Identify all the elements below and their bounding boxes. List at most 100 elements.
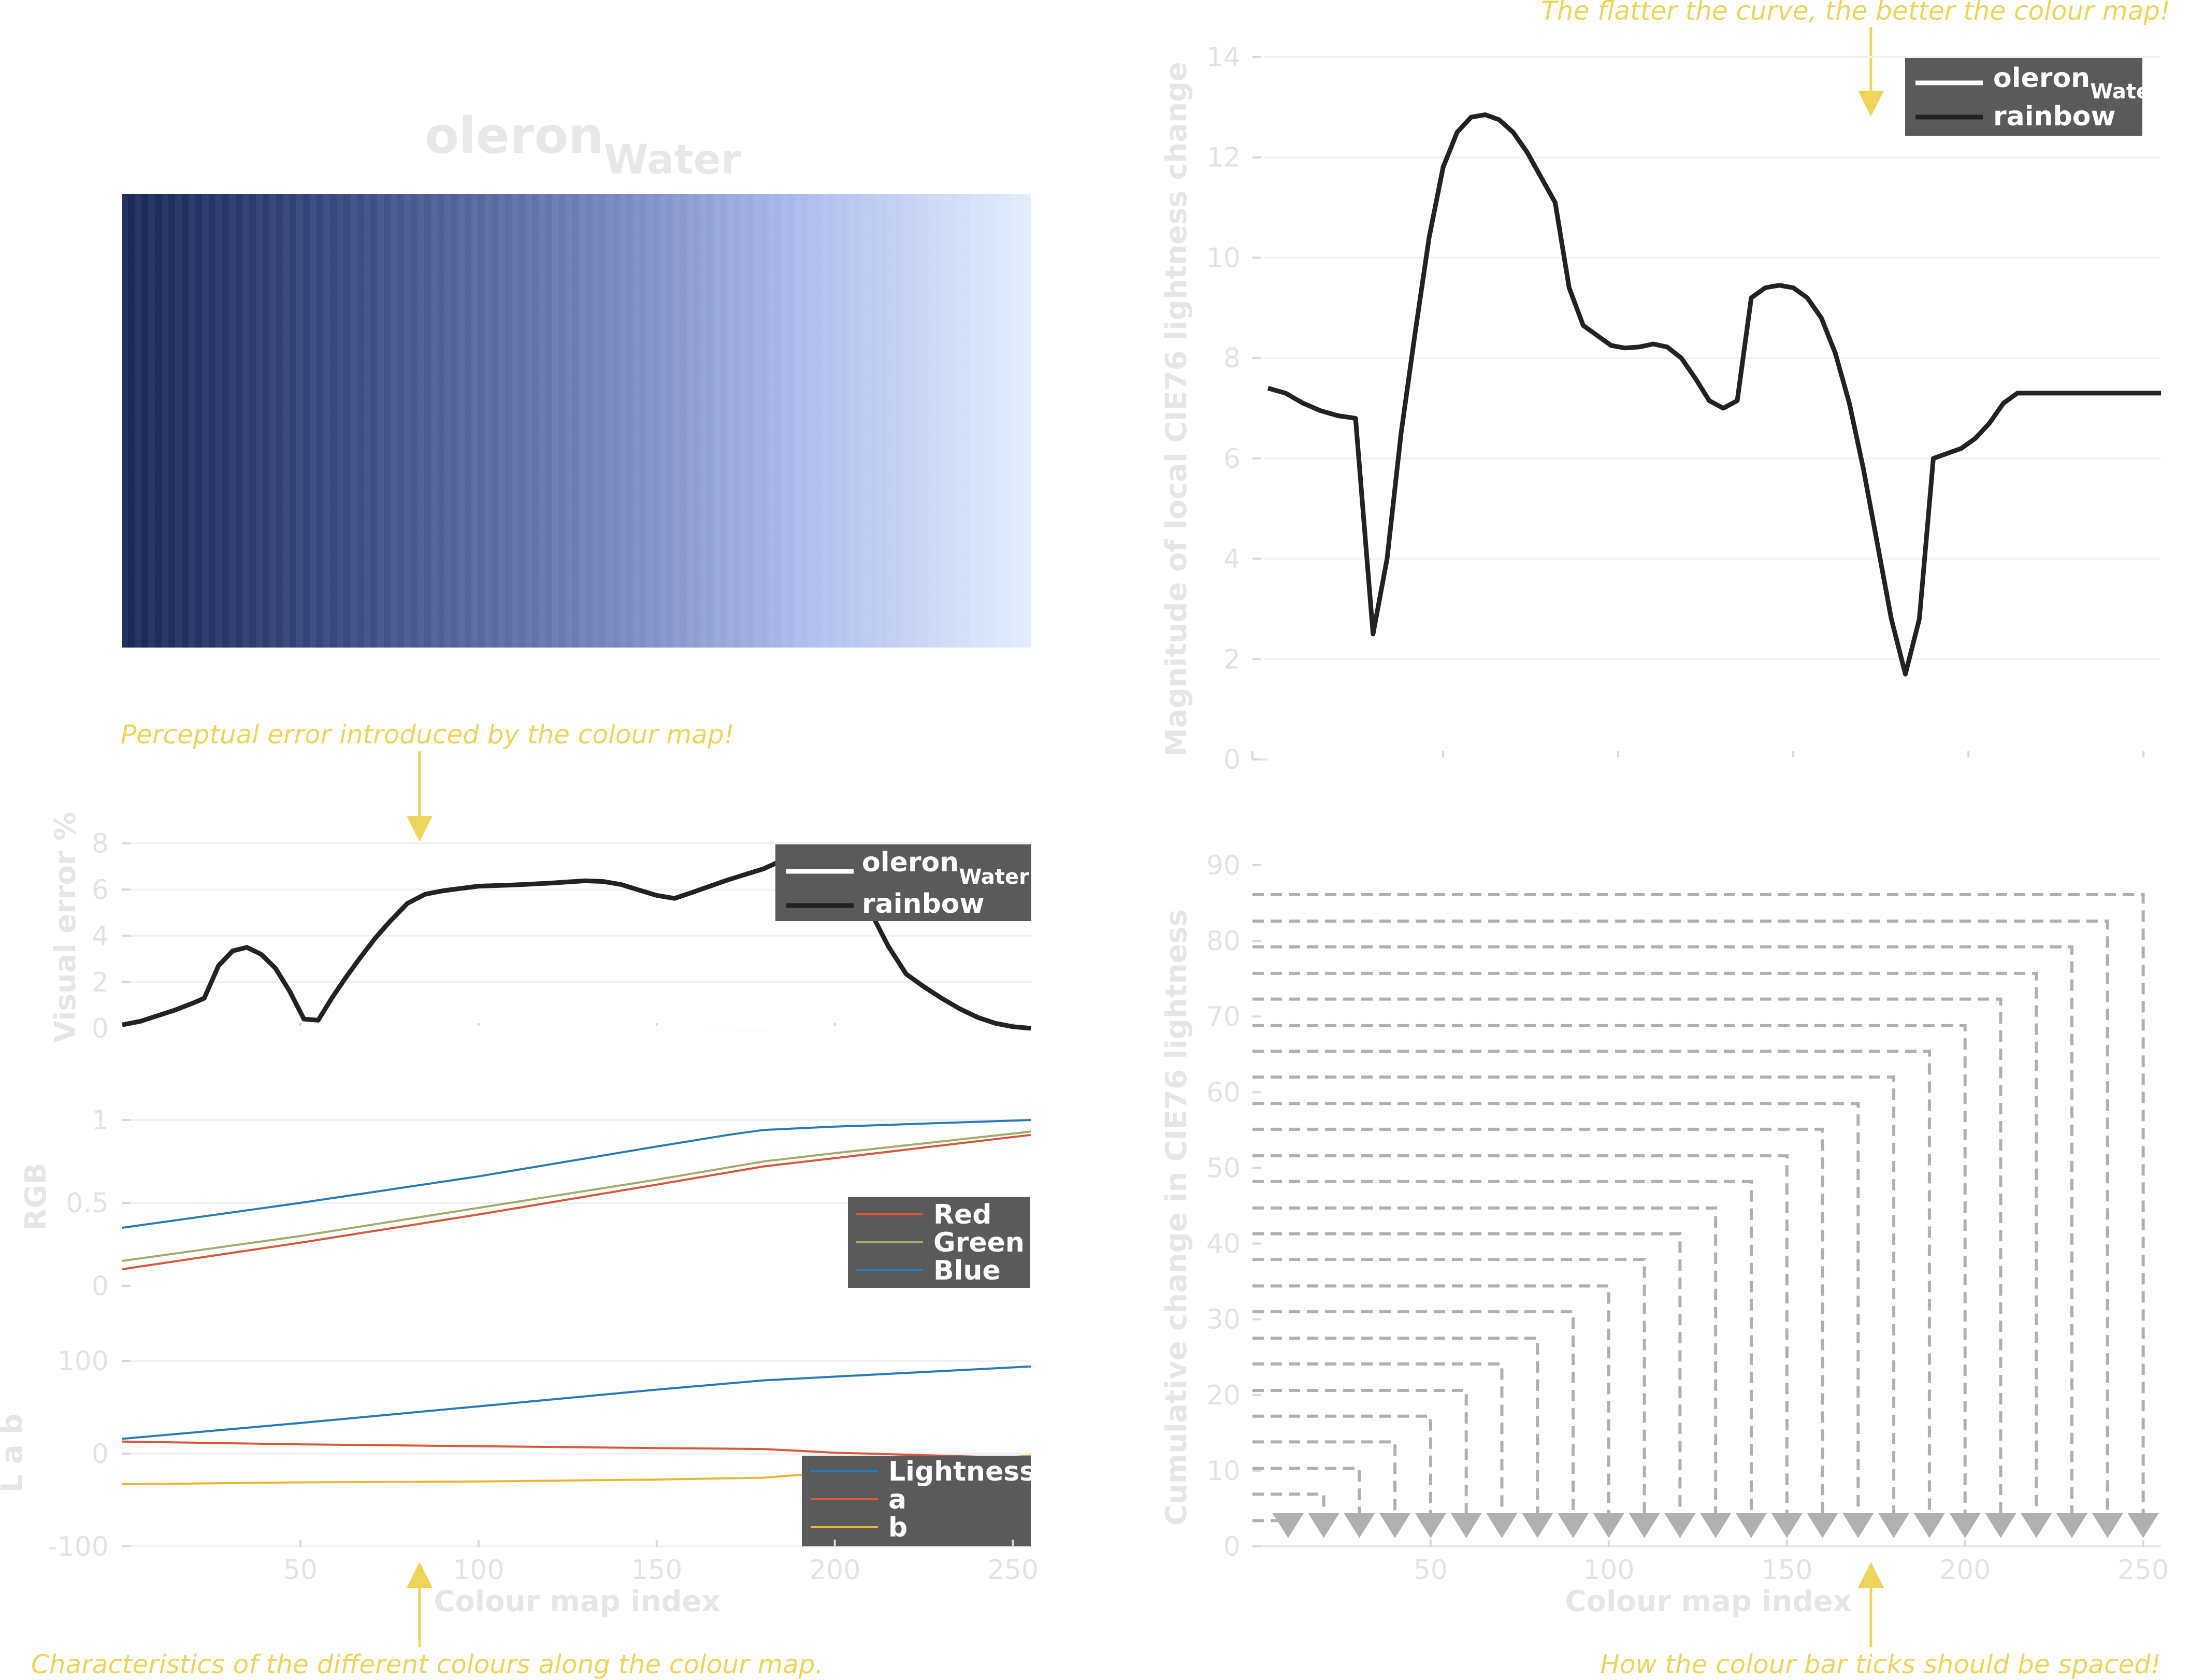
- tick-spacing-line: [1252, 1414, 1446, 1538]
- tick-spacing-line: [1252, 1154, 1803, 1538]
- tick-spacing-line: [1252, 1232, 1696, 1538]
- annotation-bottom-right: How the colour bar ticks should be space…: [1600, 1562, 2161, 1679]
- tick-spacing-line: [1252, 1102, 1874, 1538]
- y-tick-label: 6: [1223, 443, 1241, 475]
- lab-ylabel: L a b: [0, 1414, 29, 1493]
- tick-spacing-line: [1252, 1024, 1981, 1538]
- y-tick-label: 0.5: [66, 1188, 109, 1219]
- tick-spacing-line: [1252, 1492, 1339, 1538]
- tick-spacing-line: [1252, 1206, 1732, 1538]
- y-tick-label: 70: [1206, 1001, 1241, 1032]
- legend-label-b: b: [888, 1512, 907, 1543]
- series-line-Red: [122, 1133, 1031, 1270]
- rgb-ylabel: RGB: [19, 1162, 53, 1231]
- svg-text:Characteristics of the differe: Characteristics of the different colours…: [31, 1649, 824, 1679]
- x-tick-label: 200: [1939, 1555, 1991, 1586]
- tick-spacing-line: [1252, 997, 2016, 1538]
- series-line-rainbow: [122, 854, 1031, 1031]
- visual-error-ylabel: Visual error %: [49, 812, 82, 1043]
- y-tick-label: 6: [92, 874, 109, 906]
- tick-spacing-line: [1252, 1337, 1553, 1538]
- y-tick-label: 60: [1206, 1077, 1241, 1108]
- svg-text:How the colour bar ticks shoul: How the colour bar ticks should be space…: [1600, 1649, 2161, 1679]
- y-tick-label: 8: [1223, 343, 1241, 374]
- colormap-title: oleronWater: [425, 107, 741, 183]
- y-tick-label: 10: [1206, 1456, 1241, 1487]
- annotation-top-right: The flatter the curve, the better the co…: [1541, 0, 2170, 117]
- x-tick-label: 250: [987, 1555, 1039, 1586]
- y-tick-label: 0: [1223, 744, 1241, 776]
- y-tick-label: -100: [48, 1531, 109, 1562]
- x-tick-label: 100: [1583, 1555, 1634, 1586]
- left-xlabel: Colour map index: [434, 1585, 720, 1618]
- y-tick-label: 1: [92, 1105, 109, 1136]
- x-tick-label: 100: [453, 1555, 504, 1586]
- annotation-mid-left: Perceptual error introduced by the colou…: [121, 720, 734, 842]
- series-line-Green: [122, 1130, 1031, 1262]
- x-tick-label: 50: [283, 1555, 318, 1586]
- cumulative-ylabel: Cumulative change in CIE76 lightness: [1160, 909, 1193, 1526]
- annotation-bottom-left: Characteristics of the different colours…: [31, 1562, 824, 1679]
- tick-spacing-line: [1252, 1467, 1375, 1538]
- y-tick-label: 0: [92, 1013, 109, 1044]
- tick-spacing-line: [1252, 920, 2123, 1538]
- y-tick-label: 14: [1206, 42, 1241, 73]
- legend-label-rainbow: rainbow: [1993, 101, 2116, 132]
- tick-spacing-line: [1252, 1050, 1945, 1538]
- y-tick-label: 0: [1223, 1531, 1241, 1562]
- y-tick-label: 30: [1206, 1304, 1241, 1336]
- x-tick-label: 200: [809, 1555, 860, 1586]
- svg-text:The flatter the curve, the bet: The flatter the curve, the better the co…: [1541, 0, 2170, 26]
- y-tick-label: 0: [92, 1271, 109, 1302]
- x-tick-label: 150: [1761, 1555, 1812, 1586]
- tick-spacing-line: [1252, 1127, 1838, 1538]
- legend-label-Blue: Blue: [933, 1255, 1001, 1286]
- legend-label-Lightness: Lightness: [888, 1456, 1035, 1487]
- y-tick-label: 20: [1206, 1380, 1241, 1411]
- tick-spacing-line: [1252, 945, 2087, 1538]
- tick-spacing-line: [1252, 1362, 1518, 1538]
- colormap-swatch: [122, 194, 1031, 648]
- y-tick-label: 80: [1206, 926, 1241, 957]
- series-line-a: [122, 1440, 1031, 1459]
- tick-spacing-line: [1252, 1180, 1767, 1538]
- tick-spacing-line: [1252, 1310, 1589, 1538]
- y-tick-label: 12: [1206, 142, 1241, 174]
- x-tick-label: 50: [1414, 1555, 1448, 1586]
- legend-box: [775, 844, 1031, 921]
- legend-label-Red: Red: [933, 1199, 992, 1230]
- y-tick-label: 50: [1206, 1153, 1241, 1184]
- series-line-rainbow: [1267, 112, 2161, 677]
- y-tick-label: 4: [92, 921, 109, 952]
- right-xlabel: Colour map index: [1565, 1585, 1851, 1618]
- lightness-change-ylabel: Magnitude of local CIE76 lightness chang…: [1160, 62, 1193, 757]
- tick-spacing-line: [1252, 971, 2052, 1538]
- y-tick-label: 40: [1206, 1229, 1241, 1260]
- x-tick-label: 150: [631, 1555, 682, 1586]
- tick-spacing-line: [1252, 893, 2159, 1538]
- y-tick-label: 4: [1223, 544, 1241, 575]
- legend-label-a: a: [888, 1484, 906, 1515]
- tick-spacing-line: [1252, 1513, 1304, 1538]
- tick-spacing-line: [1252, 1389, 1482, 1538]
- legend-label-rainbow: rainbow: [862, 888, 985, 920]
- y-tick-label: 10: [1206, 242, 1241, 274]
- series-line-Blue: [122, 1119, 1031, 1229]
- tick-spacing-line: [1252, 1075, 1910, 1538]
- cumulative-lightness-chart: 0 10 20 30 40 50 60 70 80 90 50 100 150 200 250: [1206, 850, 2169, 1586]
- tick-spacing-line: [1252, 1258, 1660, 1538]
- legend-label-Green: Green: [933, 1227, 1025, 1258]
- y-tick-label: 2: [92, 967, 109, 998]
- y-tick-label: 100: [57, 1346, 109, 1377]
- tick-spacing-line: [1252, 1440, 1411, 1538]
- tick-spacing-line: [1252, 1284, 1624, 1538]
